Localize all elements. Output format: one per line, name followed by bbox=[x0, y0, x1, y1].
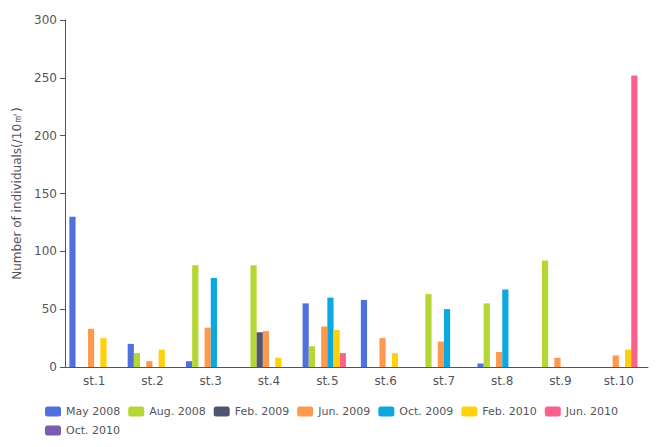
svg-text:st.4: st.4 bbox=[258, 374, 280, 388]
svg-text:st.8: st.8 bbox=[491, 374, 513, 388]
svg-text:100: 100 bbox=[34, 244, 57, 258]
svg-text:Jun. 2009: Jun. 2009 bbox=[317, 405, 370, 418]
svg-text:Jun. 2010: Jun. 2010 bbox=[565, 405, 618, 418]
svg-text:st.3: st.3 bbox=[200, 374, 222, 388]
svg-text:st.5: st.5 bbox=[316, 374, 338, 388]
svg-text:250: 250 bbox=[34, 71, 57, 85]
svg-text:Feb. 2010: Feb. 2010 bbox=[482, 405, 536, 418]
svg-text:Oct. 2010: Oct. 2010 bbox=[66, 424, 120, 437]
svg-text:300: 300 bbox=[34, 13, 57, 27]
svg-text:st.10: st.10 bbox=[604, 374, 634, 388]
svg-text:st.2: st.2 bbox=[141, 374, 163, 388]
svg-text:Feb. 2009: Feb. 2009 bbox=[235, 405, 289, 418]
svg-text:st.9: st.9 bbox=[549, 374, 571, 388]
svg-text:May 2008: May 2008 bbox=[66, 405, 120, 418]
svg-text:150: 150 bbox=[34, 187, 57, 201]
svg-text:50: 50 bbox=[42, 302, 57, 316]
svg-text:st.7: st.7 bbox=[433, 374, 455, 388]
svg-text:0: 0 bbox=[49, 360, 57, 374]
svg-text:st.6: st.6 bbox=[374, 374, 396, 388]
svg-text:200: 200 bbox=[34, 129, 57, 143]
svg-text:Oct. 2009: Oct. 2009 bbox=[399, 405, 453, 418]
svg-text:st.1: st.1 bbox=[83, 374, 105, 388]
svg-text:Aug. 2008: Aug. 2008 bbox=[149, 405, 205, 418]
svg-text:Number of individuals(/10㎡): Number of individuals(/10㎡) bbox=[10, 107, 24, 280]
